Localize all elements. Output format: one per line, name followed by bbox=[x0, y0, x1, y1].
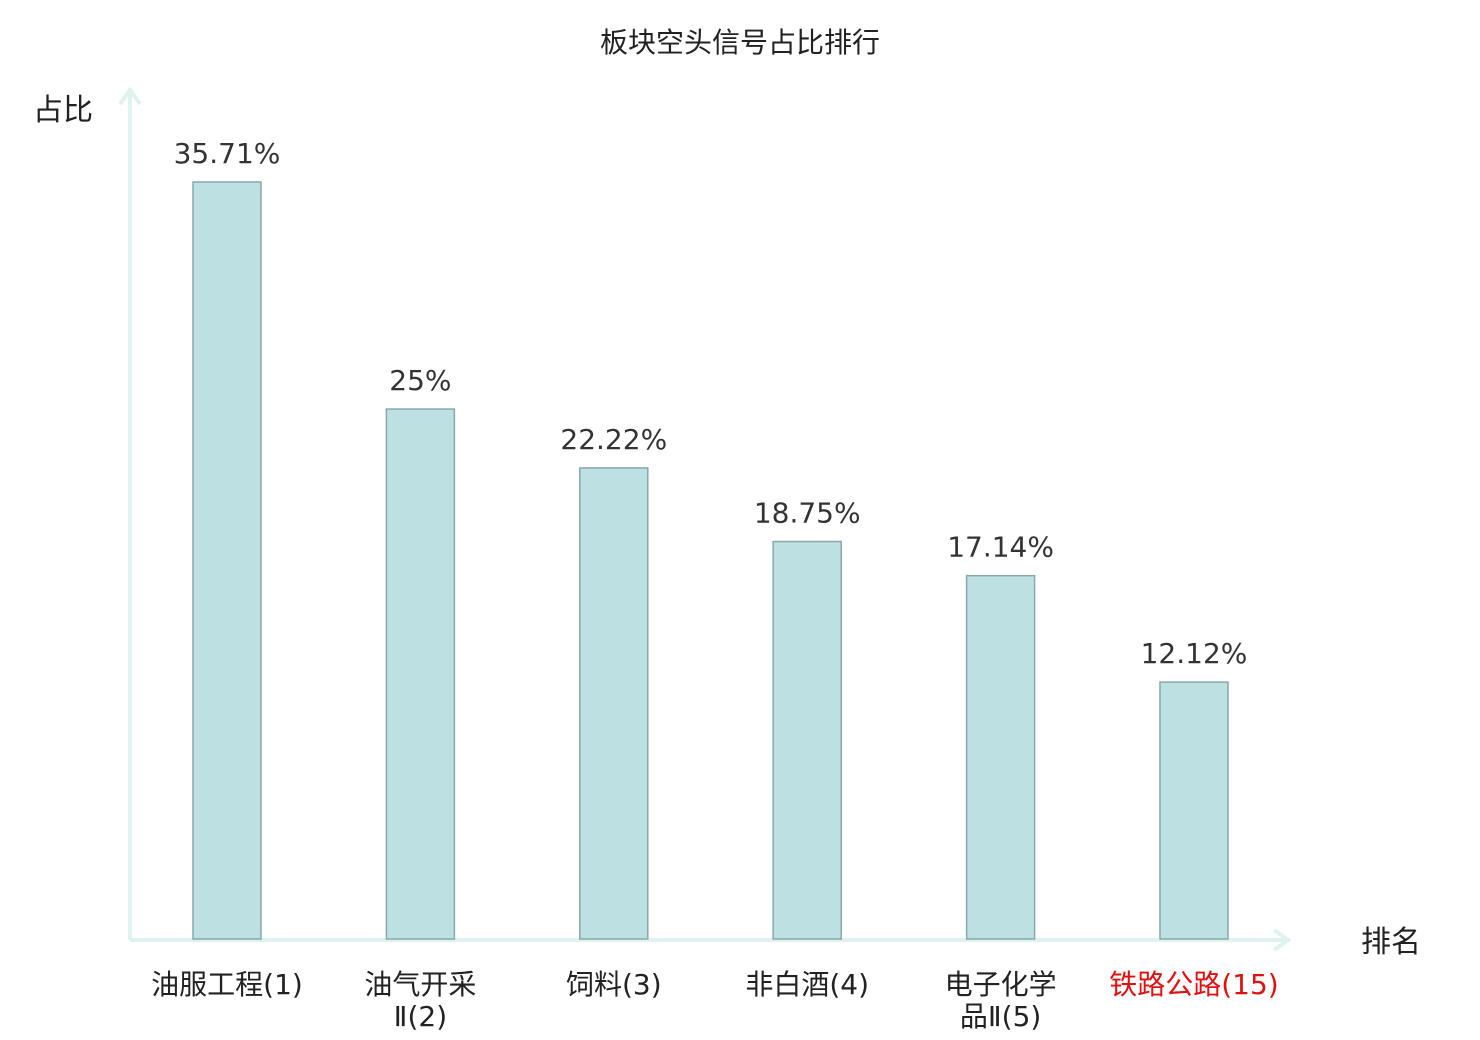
category-label-highlight: 铁路公路(15) bbox=[1109, 968, 1278, 1001]
bars-group bbox=[192, 181, 1229, 940]
bar bbox=[385, 408, 456, 940]
value-label: 17.14% bbox=[947, 531, 1054, 564]
category-label: 电子化学 bbox=[945, 968, 1057, 1001]
bar bbox=[772, 540, 842, 940]
y-axis-arrow bbox=[118, 86, 142, 106]
value-labels-group: 35.71% 25% 22.22% 18.75% 17.14% 12.12% bbox=[174, 137, 1248, 670]
category-label: 品Ⅱ(5) bbox=[960, 1000, 1041, 1033]
value-label: 12.12% bbox=[1141, 637, 1248, 670]
category-label: Ⅱ(2) bbox=[394, 1000, 447, 1033]
x-axis-arrow bbox=[1272, 928, 1292, 952]
bar bbox=[965, 574, 1036, 940]
bar bbox=[192, 181, 262, 940]
category-label: 非白酒(4) bbox=[745, 968, 869, 1001]
x-axis-label: 排名 bbox=[1361, 925, 1421, 960]
category-label: 油气开采 bbox=[364, 968, 476, 1001]
value-label: 25% bbox=[389, 364, 451, 397]
chart-title: 板块空头信号占比排行 bbox=[600, 26, 880, 59]
category-label: 油服工程(1) bbox=[151, 968, 303, 1001]
value-label: 18.75% bbox=[754, 497, 861, 530]
value-label: 35.71% bbox=[174, 137, 281, 170]
bar bbox=[1159, 681, 1229, 940]
axes bbox=[118, 86, 1292, 952]
category-label: 饲料(3) bbox=[566, 968, 662, 1001]
bar bbox=[579, 467, 649, 940]
y-axis-label: 占比 bbox=[33, 93, 93, 128]
value-label: 22.22% bbox=[560, 423, 667, 456]
